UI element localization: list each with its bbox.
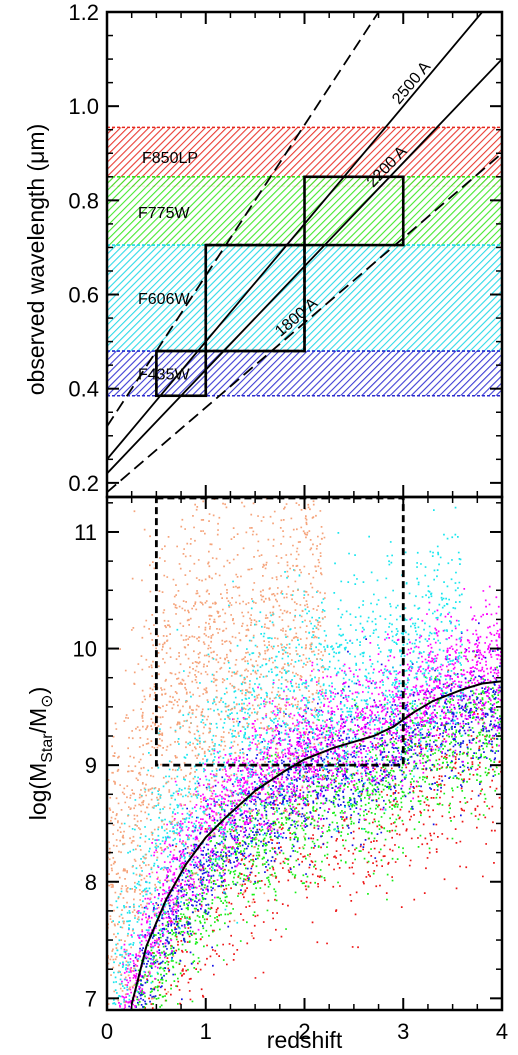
redshift-tick-label: 3 [397, 1019, 409, 1044]
mass-tick-label: 7 [85, 986, 97, 1011]
scatter-points [134, 650, 502, 1009]
band-f435w [107, 351, 502, 396]
wavelength-tick-label: 0.2 [68, 471, 99, 496]
band-label-f850lp: F850LP [142, 150, 198, 167]
galaxy-scatter-points [107, 497, 502, 1010]
selection-boxes [155, 175, 405, 398]
band-label-f775w: F775W [138, 205, 190, 222]
median-mass-curve [130, 680, 502, 1005]
wavelength-tick-label: 1.2 [68, 0, 99, 25]
selection-box-5 [303, 175, 405, 247]
scatter-points [118, 585, 502, 1010]
wavelength-tick-label: 1.0 [68, 94, 99, 119]
redshift-tick-label: 0 [101, 1019, 113, 1044]
mass-tick-label: 8 [85, 870, 97, 895]
mass-tick-label: 10 [73, 637, 97, 662]
line-label-2500-a: 2500 A [389, 58, 434, 107]
redshift-tick-label: 1 [200, 1019, 212, 1044]
redshift-axis-title: redshift [267, 1027, 343, 1053]
mass-axis-title: log(MStar/M⊙) [25, 687, 56, 821]
mass-tick-label: 9 [85, 753, 97, 778]
band-label-f606w: F606W [138, 291, 190, 308]
median-curve-line [130, 680, 502, 1005]
line-3200-a [107, 12, 380, 427]
band-label-f435w: F435W [138, 366, 190, 383]
redshift-tick-label: 2 [298, 1019, 310, 1044]
selection-box-2 [155, 349, 208, 398]
wavelength-axis-title: observed wavelength (μm) [23, 124, 49, 396]
mass-ticks: 7 8 9 10 11 0 1 2 3 4 [73, 497, 508, 1044]
mass-panel-frame [105, 495, 504, 1012]
wavelength-tick-label: 0.4 [68, 377, 99, 402]
wavelength-tick-label: 0.8 [68, 188, 99, 213]
mass-tick-label: 11 [74, 520, 97, 545]
redshift-tick-label: 4 [496, 1019, 508, 1044]
selection-box-4 [204, 243, 306, 353]
scatter-points [123, 622, 502, 1010]
wavelength-tick-label: 0.6 [68, 283, 99, 308]
filter-band-labels: F850LP F775W F606W F435W [138, 150, 198, 384]
mass-panel: 7 8 9 10 11 0 1 2 3 4 log(MStar/M⊙) redshift [25, 495, 508, 1053]
scatter-points [136, 655, 502, 1010]
